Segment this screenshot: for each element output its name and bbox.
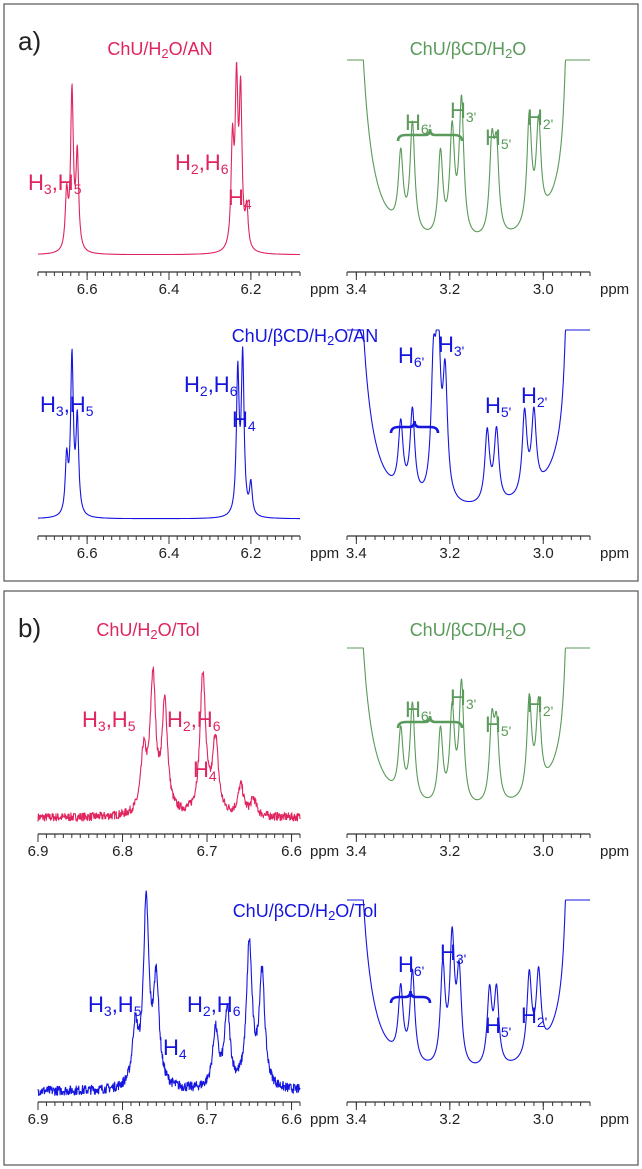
peak-label-0: H6'	[398, 343, 424, 370]
tick-label: 3.0	[533, 843, 554, 860]
tick-label: 6.9	[28, 843, 49, 860]
panel-a-frame	[3, 3, 639, 582]
tick-label: 3.4	[346, 843, 367, 860]
axis-unit: ppm	[600, 843, 629, 860]
spectrum-trace	[346, 899, 591, 1064]
peak-label-1: H3'	[450, 685, 476, 712]
spectrum-trace	[37, 890, 301, 1097]
tick-label: 3.0	[533, 281, 554, 298]
peak-label-1: H3'	[450, 98, 476, 125]
axis-unit: ppm	[600, 281, 629, 298]
tick-label: 6.4	[159, 281, 180, 298]
panel-a-label: a)	[18, 26, 41, 56]
panel-b-frame	[3, 590, 639, 1166]
chart-b-top-right: ChU/βCD/H2O 3.4 3.2 3.0 ppm H6' H3' H5' H2'	[346, 620, 629, 860]
chart-a-top-right: ChU/βCD/H2O 3.4 3.2 3.0 ppm H6' H3' H5' H2'	[346, 39, 629, 298]
title-b-top-left: ChU/H2O/Tol	[96, 620, 199, 642]
tick-label: 3.2	[439, 545, 460, 562]
tick-label: 6.6	[77, 545, 98, 562]
tick-label: 6.6	[281, 843, 302, 860]
tick-label: 3.4	[346, 545, 367, 562]
tick-label: 6.4	[159, 545, 180, 562]
peak-label-2: H4	[193, 757, 217, 784]
titles: ChU/βCD/H2O/AN ChU/βCD/H2O/Tol	[232, 326, 379, 923]
peak-label-2: H5'	[485, 712, 511, 739]
axis-unit: ppm	[310, 1111, 339, 1128]
peak-label-2: H5'	[485, 125, 511, 152]
peak-label-1: H3'	[440, 940, 466, 967]
peak-label-3: H2'	[521, 383, 547, 410]
peak-label-0: H6'	[405, 697, 431, 724]
tick-label: 3.4	[346, 281, 367, 298]
axis-unit: ppm	[310, 545, 339, 562]
tick-label: 6.7	[197, 843, 218, 860]
bracket	[396, 715, 464, 729]
spectrum-trace	[346, 59, 591, 233]
tick-label: 6.9	[28, 1111, 49, 1128]
peak-label-0: H3,H5	[40, 392, 94, 419]
chart-a-top-left: ChU/H2O/AN 6.6 6.4 6.2 ppm H3,H5 H2,H6 H4	[28, 39, 339, 298]
peak-label-1: H3'	[438, 332, 464, 359]
spectrum-trace	[37, 666, 301, 822]
chart-b-bottom-right: 3.4 3.2 3.0 ppm H6' H3' H5' H2'	[346, 899, 629, 1128]
peak-label-2: H5'	[485, 393, 511, 420]
panel-a-bottom-title: ChU/βCD/H2O/AN	[232, 326, 379, 348]
spectrum-trace	[346, 647, 591, 801]
axis-unit: ppm	[310, 281, 339, 298]
spectrum-trace	[346, 329, 591, 503]
tick-label: 3.0	[533, 1111, 554, 1128]
chart-a-bottom-left: 6.6 6.4 6.2 ppm H3,H5 H2,H6 H4	[37, 346, 339, 562]
tick-label: 6.6	[77, 281, 98, 298]
tick-label: 3.0	[533, 545, 554, 562]
tick-label: 6.8	[112, 1111, 133, 1128]
charts: ChU/H2O/AN6.6 6.4 6.2 ppmH3,H5H2,H6H4ChU/βC…	[28, 39, 630, 1128]
peak-label-0: H3,H5	[88, 992, 142, 1019]
spectrum-trace	[37, 61, 301, 256]
peak-label-3: H2'	[527, 692, 553, 719]
peak-label-0: H6'	[405, 110, 431, 137]
peak-label-1: H2,H6	[175, 150, 229, 177]
bracket	[396, 128, 464, 142]
title-b-top-right: ChU/βCD/H2O	[410, 620, 527, 642]
axis-unit: ppm	[310, 843, 339, 860]
axis-unit: ppm	[600, 1111, 629, 1128]
chart-a-bottom-right: 3.4 3.2 3.0 ppm H6' H3' H5' H2'	[346, 329, 629, 562]
peak-label-0: H6'	[398, 952, 424, 979]
axis-unit: ppm	[600, 545, 629, 562]
tick-label: 3.2	[439, 281, 460, 298]
tick-label: 3.2	[439, 843, 460, 860]
bracket	[389, 990, 432, 1004]
tick-label: 6.6	[281, 1111, 302, 1128]
peak-label-2: H4	[232, 407, 256, 434]
peak-label-2: H2,H6	[187, 992, 241, 1019]
peak-label-0: H3,H5	[28, 170, 82, 197]
peak-label-3: H2'	[521, 1003, 547, 1030]
peak-label-1: H2,H6	[167, 707, 221, 734]
tick-label: 6.8	[112, 843, 133, 860]
bracket	[389, 420, 440, 434]
peak-label-3: H2'	[527, 105, 553, 132]
panel-b-bottom-title: ChU/βCD/H2O/Tol	[233, 901, 378, 923]
peak-label-1: H2,H6	[184, 372, 238, 399]
title-a-top-left: ChU/H2O/AN	[107, 39, 212, 61]
title-a-top-right: ChU/βCD/H2O	[410, 39, 527, 61]
spectrum-trace	[37, 346, 301, 520]
tick-label: 6.2	[240, 281, 261, 298]
peak-label-2: H5'	[485, 1013, 511, 1040]
tick-label: 6.2	[240, 545, 261, 562]
tick-label: 6.7	[197, 1111, 218, 1128]
panel-b-label: b)	[18, 613, 41, 643]
peak-label-0: H3,H5	[82, 707, 136, 734]
chart-b-top-left: ChU/H2O/Tol 6.9 6.8 6.7 6.6 ppm H3,H5 H2,H6 H4	[28, 620, 340, 860]
peak-label-1: H4	[163, 1035, 187, 1062]
tick-label: 3.2	[439, 1111, 460, 1128]
tick-label: 3.4	[346, 1111, 367, 1128]
peak-label-2: H4	[228, 185, 252, 212]
